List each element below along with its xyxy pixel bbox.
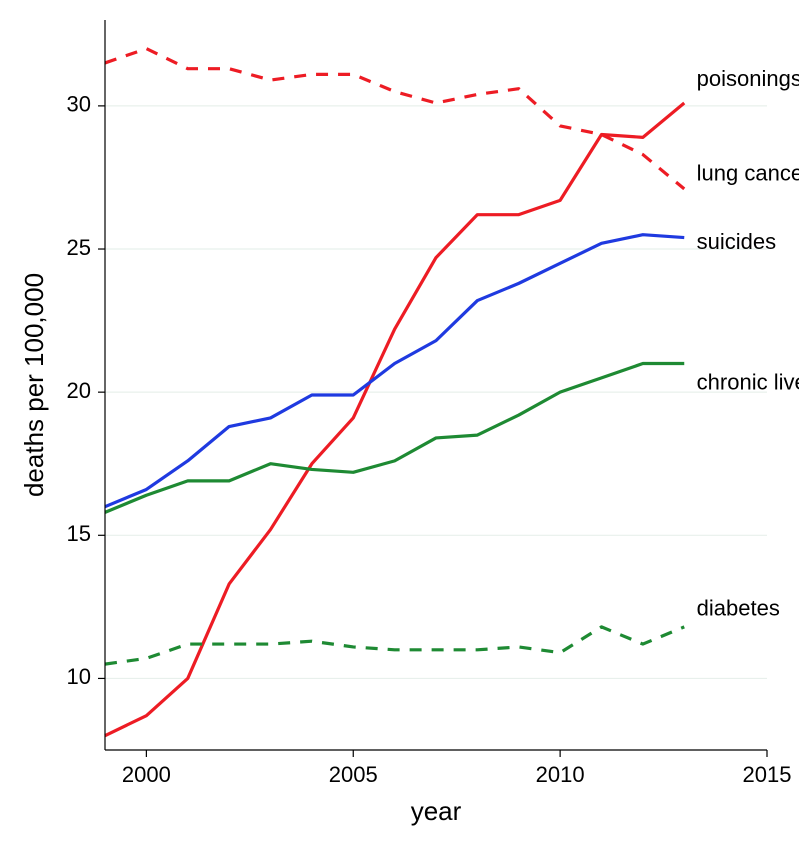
y-tick-label: 30	[67, 92, 91, 117]
series-label-lung-cancer: lung cancer	[697, 160, 799, 185]
chart-container: 10 15 20 25 30 2000 2005 2010 2015 year deaths per…	[0, 0, 799, 845]
x-tick-label: 2010	[536, 762, 585, 787]
series-label-suicides: suicides	[697, 229, 776, 254]
y-tick-label: 20	[67, 378, 91, 403]
series-label-chronic-liver-diseases: chronic liver diseases	[697, 369, 799, 394]
y-tick-label: 25	[67, 235, 91, 260]
y-tick-label: 10	[67, 664, 91, 689]
y-tick-label: 15	[67, 521, 91, 546]
y-axis-title: deaths per 100,000	[19, 273, 49, 497]
x-tick-label: 2005	[329, 762, 378, 787]
x-tick-label: 2015	[743, 762, 792, 787]
x-tick-label: 2000	[122, 762, 171, 787]
series-label-diabetes: diabetes	[697, 596, 780, 621]
line-chart: 10 15 20 25 30 2000 2005 2010 2015 year deaths per…	[0, 0, 799, 845]
x-axis-title: year	[411, 796, 462, 826]
series-label-poisonings: poisonings	[697, 66, 799, 91]
